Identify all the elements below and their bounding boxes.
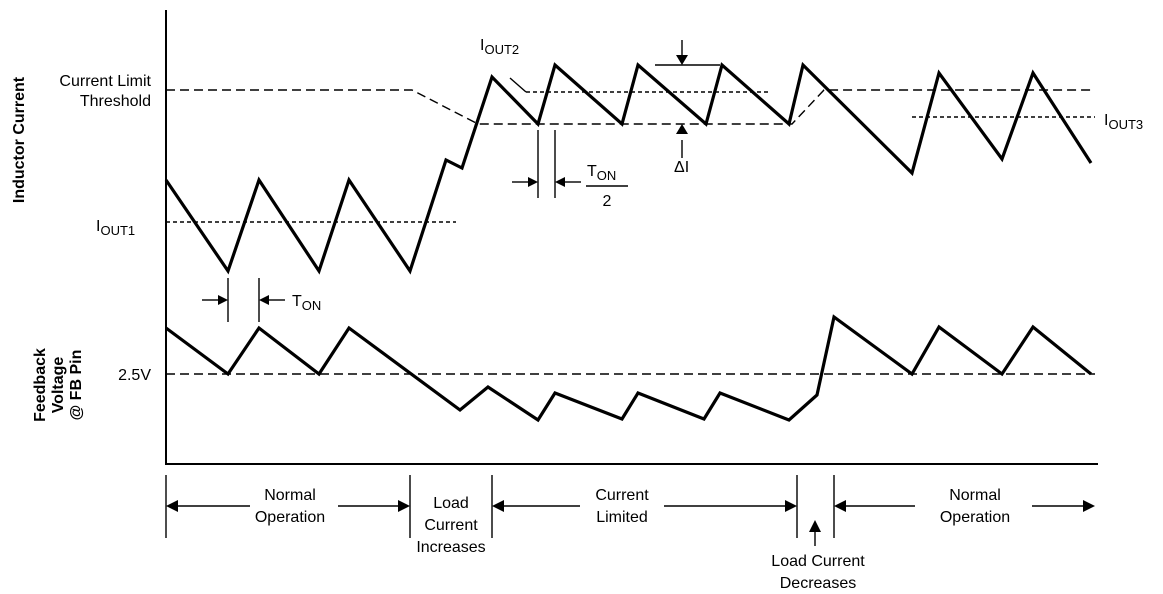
ton-marker [202,278,285,322]
iout3-label: IOUT3 [1104,112,1143,132]
iout2-leader-line [509,77,527,93]
delta-i-label: ΔI [674,159,689,176]
ton-half-numerator: TON [587,163,616,183]
iout2-label: IOUT2 [480,37,519,57]
inductor-current-axis-label: Inductor Current [11,76,28,203]
phase-current-limited-label-line-2: Limited [596,509,648,526]
phase-normal-1-label-line-1: Normal [264,487,316,504]
feedback-voltage-waveform [165,314,1093,423]
phase-normal-2-label-line-1: Normal [949,487,1001,504]
phase-normal-2-label-line-2: Operation [940,509,1010,526]
phase-load-decrease-arrow [809,520,821,546]
plot-axes [165,10,1098,465]
phase-load-decrease-label-line-1: Load Current [771,553,865,570]
delta-i-marker [655,40,720,158]
current-limit-threshold-line [166,89,1095,125]
ton-half-denominator: 2 [603,193,612,210]
ton-half-marker [512,130,581,198]
phase-normal-1-arrows [166,500,410,512]
feedback-voltage-axis-label-line-3: @ FB Pin [68,350,85,421]
phase-load-increase-label-line-2: Current [424,517,478,534]
phase-normal-2-arrows [834,500,1095,512]
inductor-current-waveform [164,61,1093,275]
feedback-voltage-axis-label-line-2: Voltage [50,357,67,414]
reference-voltage-label: 2.5V [118,367,151,384]
current-limit-threshold-label-line-1: Current Limit [59,73,151,90]
phase-current-limited-label-line-1: Current [595,487,649,504]
iout1-label: IOUT1 [96,218,135,238]
phase-normal-1-label-line-2: Operation [255,509,325,526]
phase-current-limited-arrows [492,500,797,512]
phase-load-decrease-label-line-2: Decreases [780,575,856,592]
phase-boundaries [165,475,835,538]
phase-load-increase-label-line-3: Increases [416,539,485,556]
phase-load-increase-label-line-1: Load [433,495,469,512]
feedback-voltage-axis-label-line-1: Feedback [32,348,49,422]
ton-label: TON [292,293,321,313]
current-limit-threshold-label-line-2: Threshold [80,93,151,110]
